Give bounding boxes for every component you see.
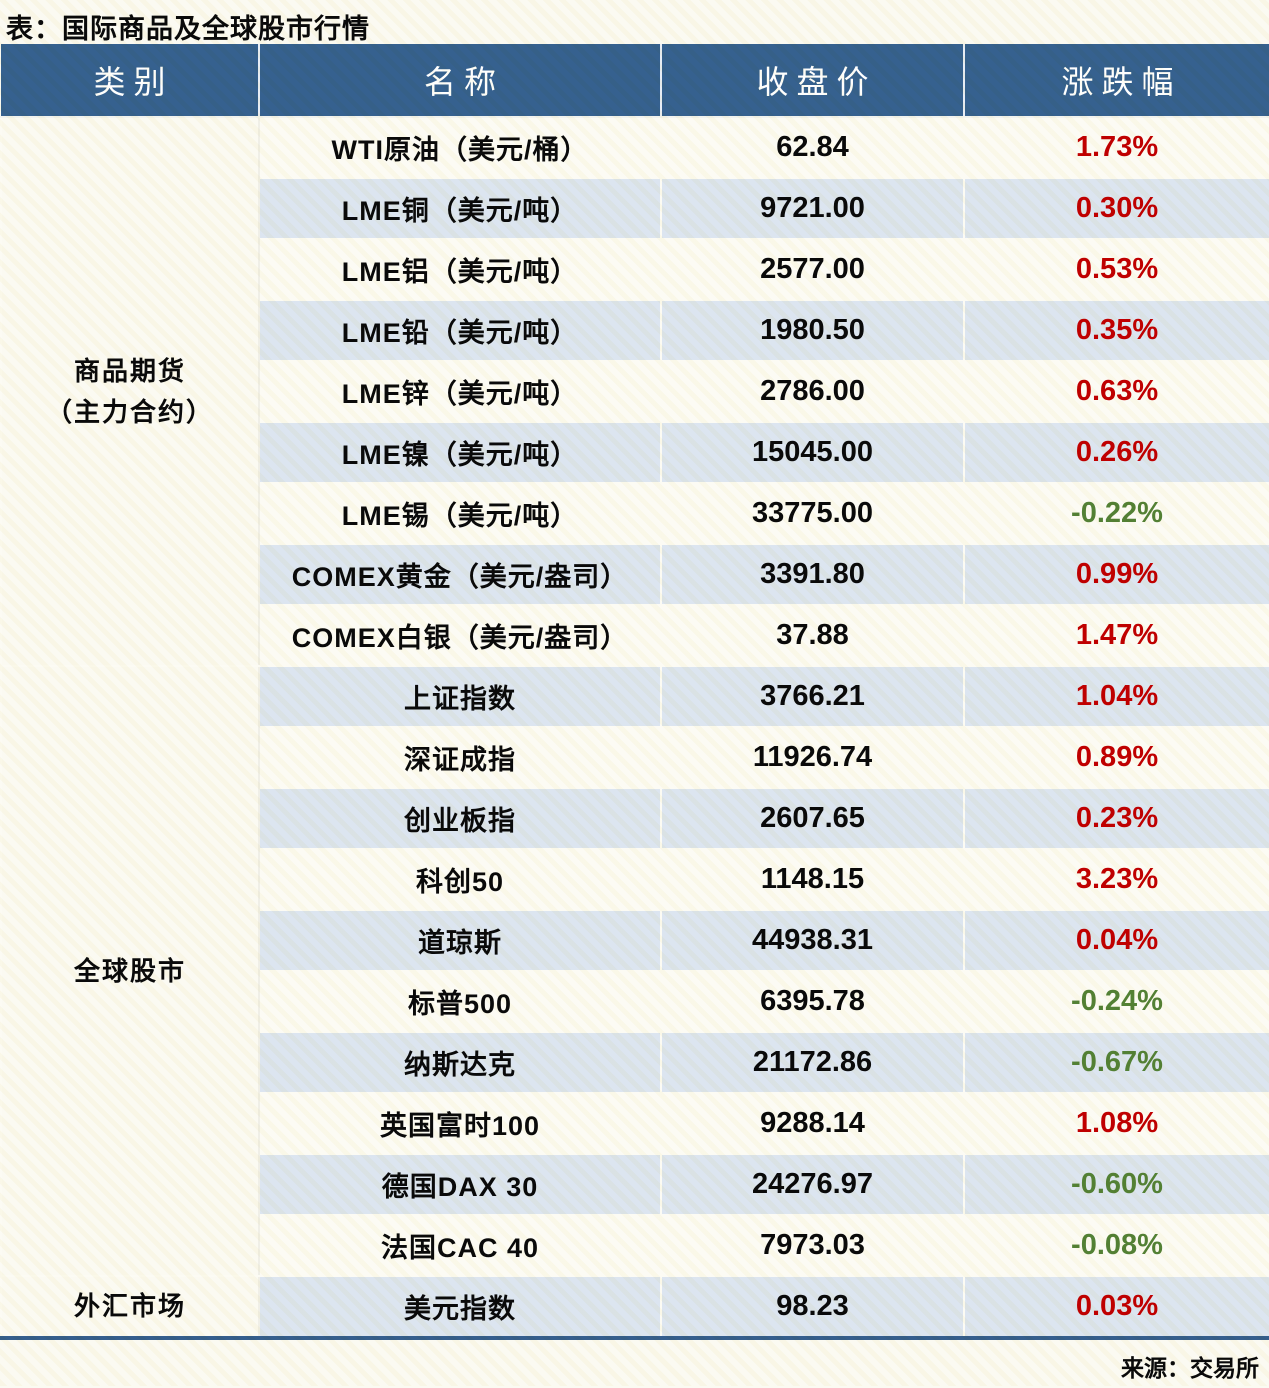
table-row: 英国富时100 9288.14 1.08% <box>1 1092 1269 1155</box>
close-price-cell: 3391.80 <box>660 543 965 606</box>
change-percent-cell: 0.89% <box>963 726 1269 789</box>
name-cell: COMEX白银（美元/盎司） <box>258 604 662 667</box>
close-price-cell: 98.23 <box>660 1275 965 1339</box>
change-percent-cell: 1.08% <box>963 1092 1269 1155</box>
name-cell: 纳斯达克 <box>258 1031 662 1094</box>
table-row: 标普500 6395.78 -0.24% <box>1 970 1269 1033</box>
table-row: 创业板指 2607.65 0.23% <box>1 787 1269 850</box>
change-percent-cell: 0.23% <box>963 787 1269 850</box>
header-cell-name: 名称 <box>258 44 661 118</box>
close-price-cell: 2607.65 <box>660 787 965 850</box>
close-price-cell: 21172.86 <box>660 1031 965 1094</box>
change-percent-cell: 1.47% <box>963 604 1269 667</box>
name-cell: LME铝（美元/吨） <box>258 238 662 301</box>
table-row: 纳斯达克 21172.86 -0.67% <box>1 1031 1269 1094</box>
table-row: LME锡（美元/吨） 33775.00 -0.22% <box>1 482 1269 545</box>
change-percent-cell: 0.26% <box>963 421 1269 484</box>
change-percent-cell: 3.23% <box>963 848 1269 911</box>
table-row: 道琼斯 44938.31 0.04% <box>1 909 1269 972</box>
name-cell: LME铅（美元/吨） <box>258 299 662 362</box>
change-percent-cell: 0.99% <box>963 543 1269 606</box>
close-price-cell: 15045.00 <box>660 421 965 484</box>
name-cell: 英国富时100 <box>258 1092 662 1155</box>
category-cell: 商品期货 （主力合约） <box>0 116 260 667</box>
change-percent-cell: -0.60% <box>963 1153 1269 1216</box>
name-cell: LME铜（美元/吨） <box>258 177 662 240</box>
page-title: 表：国际商品及全球股市行情 <box>6 14 370 44</box>
change-percent-cell: 0.30% <box>963 177 1269 240</box>
close-price-cell: 11926.74 <box>660 726 965 789</box>
close-price-cell: 44938.31 <box>660 909 965 972</box>
change-percent-cell: -0.08% <box>963 1214 1269 1277</box>
change-percent-cell: 0.04% <box>963 909 1269 972</box>
name-cell: 法国CAC 40 <box>258 1214 662 1277</box>
name-cell: LME镍（美元/吨） <box>258 421 662 484</box>
close-price-cell: 3766.21 <box>660 665 965 728</box>
name-cell: LME锌（美元/吨） <box>258 360 662 423</box>
change-percent-cell: -0.67% <box>963 1031 1269 1094</box>
name-cell: LME锡（美元/吨） <box>258 482 662 545</box>
close-price-cell: 6395.78 <box>660 970 965 1033</box>
table-row: COMEX白银（美元/盎司） 37.88 1.47% <box>1 604 1269 667</box>
header-cell-category: 类别 <box>1 44 259 118</box>
close-price-cell: 24276.97 <box>660 1153 965 1216</box>
name-cell: 标普500 <box>258 970 662 1033</box>
table-row: LME镍（美元/吨） 15045.00 0.26% <box>1 421 1269 484</box>
close-price-cell: 2577.00 <box>660 238 965 301</box>
close-price-cell: 62.84 <box>660 116 965 179</box>
header-cell-change: 涨跌幅 <box>963 44 1269 118</box>
category-label-line: （主力合约） <box>45 396 214 427</box>
name-cell: 德国DAX 30 <box>258 1153 662 1216</box>
name-cell: 美元指数 <box>258 1275 662 1339</box>
change-percent-cell: -0.22% <box>963 482 1269 545</box>
category-label-line: 全球股市 <box>73 955 186 986</box>
table-row: LME锌（美元/吨） 2786.00 0.63% <box>1 360 1269 423</box>
name-cell: COMEX黄金（美元/盎司） <box>258 543 662 606</box>
quotes-table: 类别 名称 收盘价 涨跌幅 商品期货 （主力合约） WTI原油（美元/桶） 62.84… <box>0 44 1269 1340</box>
name-cell: 上证指数 <box>258 665 662 728</box>
close-price-cell: 1148.15 <box>660 848 965 911</box>
category-label-line: 商品期货 <box>73 356 186 387</box>
table-row: 深证成指 11926.74 0.89% <box>1 726 1269 789</box>
change-percent-cell: 1.04% <box>963 665 1269 728</box>
close-price-cell: 33775.00 <box>660 482 965 545</box>
table-body: 商品期货 （主力合约） WTI原油（美元/桶） 62.84 1.73% LME铜（美元/吨… <box>0 116 1269 1339</box>
close-price-cell: 9288.14 <box>660 1092 965 1155</box>
change-percent-cell: 0.63% <box>963 360 1269 423</box>
table-row: COMEX黄金（美元/盎司） 3391.80 0.99% <box>1 543 1269 606</box>
table-row: 商品期货 （主力合约） WTI原油（美元/桶） 62.84 1.73% <box>0 116 1269 667</box>
table-row: 科创50 1148.15 3.23% <box>1 848 1269 911</box>
header-cell-close: 收盘价 <box>660 44 964 118</box>
name-cell: 科创50 <box>258 848 662 911</box>
close-price-cell: 9721.00 <box>660 177 965 240</box>
change-percent-cell: 0.35% <box>963 299 1269 362</box>
table-row: 法国CAC 40 7973.03 -0.08% <box>1 1214 1269 1277</box>
category-cell: 外汇市场 <box>0 1275 260 1339</box>
name-cell: 道琼斯 <box>258 909 662 972</box>
change-percent-cell: 1.73% <box>963 116 1269 179</box>
table-row: 外汇市场 美元指数 98.23 0.03% <box>0 1275 1269 1339</box>
table-row: LME铅（美元/吨） 1980.50 0.35% <box>1 299 1269 362</box>
name-cell: WTI原油（美元/桶） <box>258 116 662 179</box>
table-row: 德国DAX 30 24276.97 -0.60% <box>1 1153 1269 1216</box>
source-note: 来源：交易所 <box>1121 1355 1259 1381</box>
table-header-row: 类别 名称 收盘价 涨跌幅 <box>1 44 1269 118</box>
change-percent-cell: -0.24% <box>963 970 1269 1033</box>
close-price-cell: 37.88 <box>660 604 965 667</box>
table-row: LME铝（美元/吨） 2577.00 0.53% <box>1 238 1269 301</box>
table-row: LME铜（美元/吨） 9721.00 0.30% <box>1 177 1269 240</box>
close-price-cell: 2786.00 <box>660 360 965 423</box>
close-price-cell: 1980.50 <box>660 299 965 362</box>
change-percent-cell: 0.53% <box>963 238 1269 301</box>
category-cell: 全球股市 <box>0 665 260 1277</box>
category-label-line: 外汇市场 <box>73 1291 186 1322</box>
table-row: 全球股市 上证指数 3766.21 1.04% <box>0 665 1269 1277</box>
name-cell: 深证成指 <box>258 726 662 789</box>
change-percent-cell: 0.03% <box>963 1275 1269 1339</box>
name-cell: 创业板指 <box>258 787 662 850</box>
close-price-cell: 7973.03 <box>660 1214 965 1277</box>
